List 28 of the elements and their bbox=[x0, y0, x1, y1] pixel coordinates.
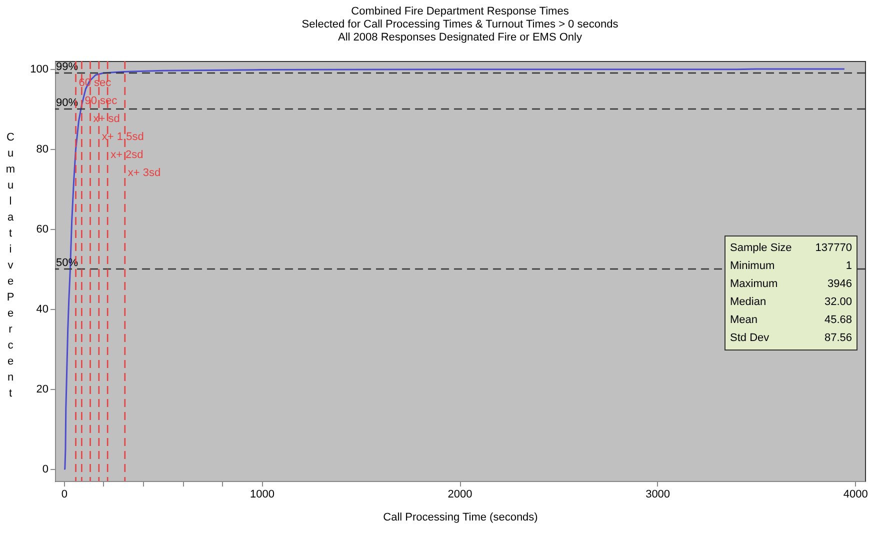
x-tick-label: 0 bbox=[61, 488, 68, 500]
ref-line-label: x+ 2sd bbox=[110, 149, 144, 161]
y-tick-label: 40 bbox=[36, 304, 48, 316]
ref-line-label: x+ 3sd bbox=[128, 167, 161, 179]
y-tick-label: 60 bbox=[36, 224, 48, 236]
ref-line-label: 90 sec bbox=[84, 95, 118, 107]
text: Mean 45.68 bbox=[730, 314, 852, 326]
x-tick-label: 2000 bbox=[448, 488, 472, 500]
ref-line-label: x+ 1.5sd bbox=[102, 131, 144, 143]
y-tick-label: 0 bbox=[42, 464, 48, 476]
ref-line-label: x+ sd bbox=[93, 113, 120, 125]
y-tick-label: 100 bbox=[30, 64, 48, 76]
x-tick-label: 4000 bbox=[843, 488, 868, 500]
text: Cumulative Percent bbox=[6, 132, 16, 400]
x-axis-title: Call Processing Time (seconds) bbox=[383, 512, 538, 524]
text: All 2008 Responses Designated Fire or EMS Only bbox=[338, 31, 582, 44]
text: Std Dev 87.56 bbox=[730, 332, 852, 344]
text: Sample Size 137770 bbox=[730, 242, 852, 254]
x-tick-label: 3000 bbox=[646, 488, 670, 500]
text: Median 32.00 bbox=[730, 296, 852, 308]
ref-line-label: 99% bbox=[56, 61, 78, 73]
text: Combined Fire Department Response Times bbox=[351, 5, 569, 18]
y-tick-label: 20 bbox=[36, 384, 48, 396]
text: Selected for Call Processing Times & Turnout Times > 0 seconds bbox=[302, 18, 618, 30]
x-tick-label: 1000 bbox=[250, 488, 274, 500]
text: Maximum 3946 bbox=[730, 278, 852, 290]
text: Minimum 1 bbox=[730, 260, 852, 272]
y-tick-label: 80 bbox=[36, 144, 48, 156]
